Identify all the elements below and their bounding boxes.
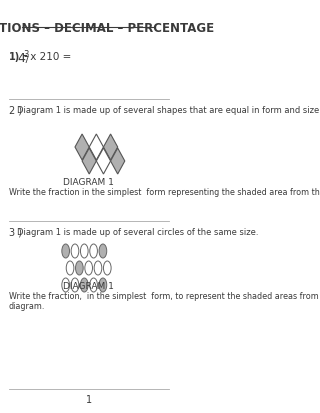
Polygon shape [96, 149, 111, 175]
Text: 7: 7 [23, 56, 28, 65]
Circle shape [103, 261, 111, 275]
Polygon shape [89, 135, 103, 161]
Circle shape [76, 261, 83, 275]
Text: Write the fraction,  in the simplest  form, to represent the shaded areas from t: Write the fraction, in the simplest form… [9, 291, 320, 311]
Polygon shape [82, 149, 96, 175]
Text: Write the fraction in the simplest  form representing the shaded area from the w: Write the fraction in the simplest form … [9, 188, 320, 197]
Circle shape [85, 261, 92, 275]
Text: Diagram 1 is made up of several circles of the same size.: Diagram 1 is made up of several circles … [18, 228, 259, 236]
Circle shape [80, 278, 88, 292]
Circle shape [99, 278, 107, 292]
Text: Diagram 1 is made up of several shapes that are equal in form and size.: Diagram 1 is made up of several shapes t… [18, 106, 320, 115]
Polygon shape [75, 135, 89, 161]
Text: FRACTIONS – DECIMAL – PERCENTAGE: FRACTIONS – DECIMAL – PERCENTAGE [0, 22, 214, 35]
Circle shape [90, 244, 97, 259]
Text: 3 ): 3 ) [9, 228, 22, 237]
Circle shape [71, 278, 79, 292]
Circle shape [94, 261, 102, 275]
Circle shape [80, 244, 88, 259]
Text: 3: 3 [23, 50, 28, 59]
Text: DIAGRAM 1: DIAGRAM 1 [63, 281, 114, 290]
Circle shape [66, 261, 74, 275]
Text: 2 ): 2 ) [9, 106, 22, 116]
Text: DIAGRAM 1: DIAGRAM 1 [63, 178, 114, 187]
Circle shape [99, 244, 107, 259]
Circle shape [71, 244, 79, 259]
Polygon shape [103, 135, 118, 161]
Text: 1): 1) [9, 52, 20, 62]
Circle shape [90, 278, 97, 292]
Text: 1: 1 [86, 394, 92, 404]
Circle shape [62, 244, 69, 259]
Circle shape [62, 278, 69, 292]
Text: x 210 =: x 210 = [27, 52, 72, 62]
Text: 4: 4 [18, 52, 25, 65]
Polygon shape [111, 149, 125, 175]
